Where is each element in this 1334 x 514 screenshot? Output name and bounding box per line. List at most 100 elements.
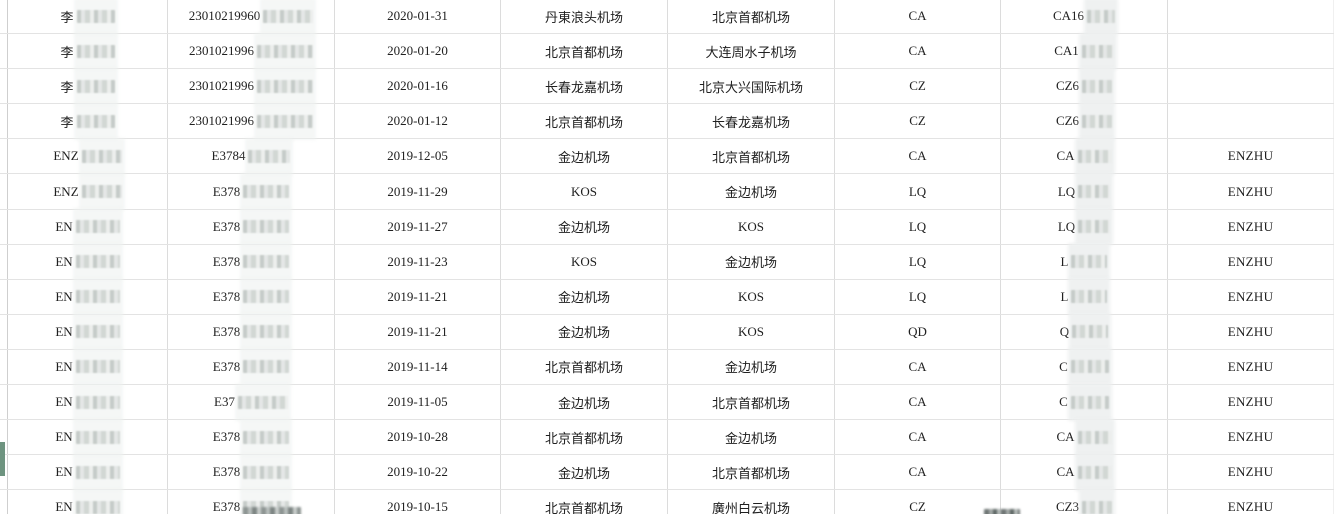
table-row[interactable]: 李 23010219960 2020-01-31 丹東浪头机场 北京首都机场 C… xyxy=(0,0,1334,35)
cell-name[interactable]: 李 xyxy=(8,0,167,35)
cell-departure-airport[interactable]: 金边机场 xyxy=(500,139,667,174)
cell-name[interactable]: 李 xyxy=(8,102,167,140)
cell-arrival-airport[interactable]: 金边机场 xyxy=(667,349,834,385)
table-row[interactable]: EN E378 2019-11-23 KOS 金边机场 LQ L ENZHU xyxy=(0,243,1334,281)
cell-arrival-airport[interactable]: 金边机场 xyxy=(667,244,834,279)
cell-name[interactable]: EN xyxy=(8,243,167,281)
cell-airline-code[interactable]: QD xyxy=(834,314,1000,349)
cell-arrival-airport[interactable]: 北京首都机场 xyxy=(667,385,834,420)
cell-flight-number[interactable]: CA xyxy=(1000,418,1167,456)
cell-departure-airport[interactable]: 北京首都机场 xyxy=(500,420,667,455)
cell-arrival-airport[interactable]: KOS xyxy=(667,314,834,349)
cell-pinyin-name[interactable] xyxy=(1167,0,1334,34)
cell-flight-number[interactable]: CZ3 xyxy=(1000,488,1167,514)
cell-airline-code[interactable]: LQ xyxy=(834,279,1000,314)
cell-airline-code[interactable]: CZ xyxy=(834,104,1000,139)
cell-date[interactable]: 2019-11-27 xyxy=(334,209,500,244)
cell-departure-airport[interactable]: 金边机场 xyxy=(500,209,667,244)
cell-id-number[interactable]: E3784 xyxy=(167,137,334,175)
cell-date[interactable]: 2019-11-14 xyxy=(334,349,500,385)
table-row[interactable]: EN E378 2019-11-21 金边机场 KOS LQ L ENZHU xyxy=(0,278,1334,316)
cell-date[interactable]: 2019-10-28 xyxy=(334,420,500,455)
cell-airline-code[interactable]: CA xyxy=(834,349,1000,385)
cell-flight-number[interactable]: C xyxy=(1000,383,1167,421)
cell-date[interactable]: 2020-01-16 xyxy=(334,69,500,104)
cell-id-number[interactable]: 23010219960 xyxy=(167,0,334,35)
cell-pinyin-name[interactable]: ENZHU xyxy=(1167,455,1334,490)
cell-date[interactable]: 2019-11-05 xyxy=(334,385,500,420)
cell-id-number[interactable]: E37 xyxy=(167,383,334,421)
cell-departure-airport[interactable]: 金边机场 xyxy=(500,314,667,349)
cell-name[interactable]: EN xyxy=(8,313,167,351)
table-row[interactable]: ENZ E378 2019-11-29 KOS 金边机场 LQ LQ ENZHU xyxy=(0,173,1334,211)
cell-arrival-airport[interactable]: 大连周水子机场 xyxy=(667,34,834,69)
cell-airline-code[interactable]: CA xyxy=(834,34,1000,69)
cell-airline-code[interactable]: CA xyxy=(834,139,1000,174)
cell-name[interactable]: ENZ xyxy=(8,173,167,211)
cell-id-number[interactable]: E378 xyxy=(167,313,334,351)
cell-airline-code[interactable]: CA xyxy=(834,385,1000,420)
cell-flight-number[interactable]: CZ6 xyxy=(1000,102,1167,140)
cell-id-number[interactable]: 2301021996 xyxy=(167,102,334,140)
cell-name[interactable]: ENZ xyxy=(8,137,167,175)
cell-departure-airport[interactable]: 金边机场 xyxy=(500,279,667,314)
cell-id-number[interactable]: E378 xyxy=(167,453,334,491)
cell-pinyin-name[interactable]: ENZHU xyxy=(1167,314,1334,349)
table-row[interactable]: EN E378 2019-10-22 金边机场 北京首都机场 CA CA ENZ… xyxy=(0,453,1334,491)
cell-airline-code[interactable]: CA xyxy=(834,0,1000,34)
cell-flight-number[interactable]: CZ6 xyxy=(1000,67,1167,105)
cell-arrival-airport[interactable]: 北京首都机场 xyxy=(667,0,834,34)
cell-pinyin-name[interactable]: ENZHU xyxy=(1167,209,1334,244)
cell-airline-code[interactable]: CZ xyxy=(834,69,1000,104)
cell-arrival-airport[interactable]: 北京大兴国际机场 xyxy=(667,69,834,104)
cell-date[interactable]: 2019-10-22 xyxy=(334,455,500,490)
cell-flight-number[interactable]: CA xyxy=(1000,453,1167,491)
cell-departure-airport[interactable]: 长春龙嘉机场 xyxy=(500,69,667,104)
cell-flight-number[interactable]: LQ xyxy=(1000,173,1167,211)
table-row[interactable]: EN E378 2019-11-21 金边机场 KOS QD Q ENZHU xyxy=(0,313,1334,351)
cell-flight-number[interactable]: Q xyxy=(1000,313,1167,351)
cell-pinyin-name[interactable] xyxy=(1167,69,1334,104)
cell-pinyin-name[interactable]: ENZHU xyxy=(1167,490,1334,514)
cell-departure-airport[interactable]: 北京首都机场 xyxy=(500,104,667,139)
cell-departure-airport[interactable]: 北京首都机场 xyxy=(500,490,667,514)
cell-flight-number[interactable]: CA1 xyxy=(1000,32,1167,70)
cell-airline-code[interactable]: CA xyxy=(834,455,1000,490)
cell-flight-number[interactable]: LQ xyxy=(1000,208,1167,246)
table-row[interactable]: EN E37 2019-11-05 金边机场 北京首都机场 CA C ENZHU xyxy=(0,383,1334,421)
cell-pinyin-name[interactable] xyxy=(1167,34,1334,69)
cell-pinyin-name[interactable]: ENZHU xyxy=(1167,420,1334,455)
cell-id-number[interactable]: E378 xyxy=(167,348,334,386)
cell-arrival-airport[interactable]: 北京首都机场 xyxy=(667,139,834,174)
cell-id-number[interactable]: E378 xyxy=(167,418,334,456)
cell-name[interactable]: EN xyxy=(8,418,167,456)
cell-flight-number[interactable]: CA xyxy=(1000,137,1167,175)
table-row[interactable]: EN E378 2019-11-27 金边机场 KOS LQ LQ ENZHU xyxy=(0,208,1334,246)
cell-departure-airport[interactable]: 金边机场 xyxy=(500,455,667,490)
cell-id-number[interactable]: E378 xyxy=(167,173,334,211)
cell-pinyin-name[interactable] xyxy=(1167,104,1334,139)
cell-name[interactable]: EN xyxy=(8,348,167,386)
cell-flight-number[interactable]: C xyxy=(1000,348,1167,386)
cell-pinyin-name[interactable]: ENZHU xyxy=(1167,174,1334,209)
cell-flight-number[interactable]: CA16 xyxy=(1000,0,1167,35)
table-row[interactable]: EN E378 2019-11-14 北京首都机场 金边机场 CA C ENZH… xyxy=(0,348,1334,386)
cell-name[interactable]: EN xyxy=(8,383,167,421)
cell-arrival-airport[interactable]: 金边机场 xyxy=(667,420,834,455)
cell-id-number[interactable]: E378 xyxy=(167,278,334,316)
cell-date[interactable]: 2019-11-21 xyxy=(334,314,500,349)
cell-id-number[interactable]: 2301021996 xyxy=(167,67,334,105)
cell-arrival-airport[interactable]: KOS xyxy=(667,209,834,244)
cell-airline-code[interactable]: CZ xyxy=(834,490,1000,514)
cell-airline-code[interactable]: CA xyxy=(834,420,1000,455)
cell-flight-number[interactable]: L xyxy=(1000,243,1167,281)
cell-arrival-airport[interactable]: 廣州白云机场 xyxy=(667,490,834,514)
cell-flight-number[interactable]: L xyxy=(1000,278,1167,316)
cell-departure-airport[interactable]: 丹東浪头机场 xyxy=(500,0,667,34)
cell-pinyin-name[interactable]: ENZHU xyxy=(1167,385,1334,420)
cell-departure-airport[interactable]: KOS xyxy=(500,174,667,209)
cell-arrival-airport[interactable]: 长春龙嘉机场 xyxy=(667,104,834,139)
cell-name[interactable]: 李 xyxy=(8,67,167,105)
table-row[interactable]: ENZ E3784 2019-12-05 金边机场 北京首都机场 CA CA E… xyxy=(0,137,1334,175)
cell-date[interactable]: 2020-01-31 xyxy=(334,0,500,34)
